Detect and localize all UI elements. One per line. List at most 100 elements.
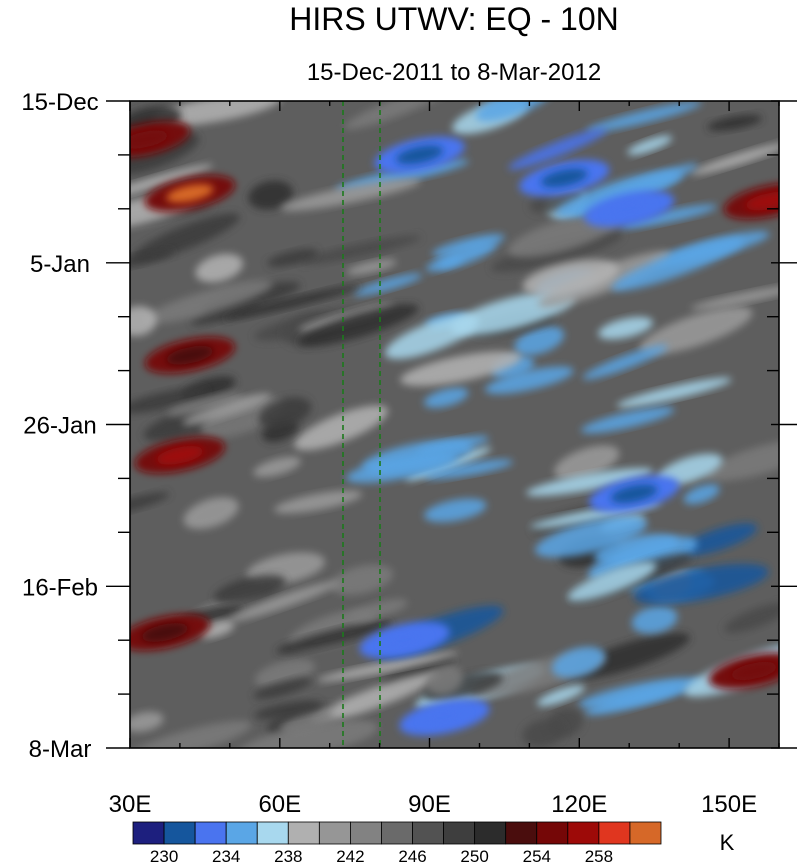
colorbar-label: 250 [460, 847, 488, 863]
field-streak [130, 387, 208, 414]
field-streak [237, 720, 379, 748]
colorbar-swatch [505, 821, 538, 845]
field-streak [627, 135, 673, 155]
field-streak [280, 178, 421, 211]
field-feature-core [396, 145, 444, 165]
y-tick-label: 8-Mar [29, 736, 92, 763]
field-streak [508, 128, 607, 170]
chart-title: HIRS UTWV: EQ - 10N [289, 1, 619, 37]
field-streak [567, 561, 657, 602]
field-streak [316, 651, 458, 682]
field-streak [182, 393, 271, 426]
field-streak [297, 304, 419, 347]
chart-subtitle: 15-Dec-2011 to 8-Mar-2012 [307, 59, 601, 86]
x-axis: 30E 60E 90E 120E 150E [109, 101, 780, 818]
y-axis: 15-Dec 5-Jan 26-Jan 16-Feb 8-Mar [21, 89, 797, 763]
field-streak [384, 314, 479, 359]
field-streak [400, 351, 522, 386]
field-streak [690, 142, 779, 175]
colorbar-label: 238 [274, 847, 302, 863]
field-feature-core [745, 191, 779, 211]
field-streak [432, 234, 505, 258]
field-streak [423, 387, 469, 408]
field-streak [344, 101, 454, 130]
field-streak [228, 581, 339, 622]
colorbar-unit: K [720, 830, 735, 855]
field-streak [253, 677, 312, 699]
field-streak [535, 516, 648, 558]
colorbar-label: 242 [336, 847, 364, 863]
field-streak [310, 672, 440, 724]
field-streak [346, 452, 458, 483]
y-tick-label: 5-Jan [30, 251, 90, 278]
field-streak [190, 302, 261, 325]
field-streak [679, 523, 758, 556]
field-feature-core [130, 130, 169, 149]
colorbar-swatch [225, 821, 258, 845]
field-feature-core [166, 184, 214, 203]
colorbar-swatch [287, 821, 320, 845]
colorbar-swatch [536, 821, 569, 845]
field-streak [130, 720, 252, 748]
field-streak [130, 249, 174, 270]
field-streak [300, 235, 421, 265]
field-streak [554, 445, 620, 480]
field-feature-core [141, 623, 189, 642]
colorbar-swatch [443, 821, 476, 845]
field-streak [526, 468, 653, 496]
x-tick-label: 30E [109, 791, 152, 818]
colorbar-swatch [194, 821, 227, 845]
field-features [130, 121, 779, 736]
field-feature-core [730, 661, 778, 681]
field-streak [348, 599, 408, 621]
field-streak [253, 456, 301, 477]
y-tick-label: 26-Jan [23, 413, 96, 440]
field-streak [620, 204, 718, 229]
field-streak [248, 180, 294, 210]
field-streak [294, 405, 389, 451]
field-streak [580, 406, 675, 434]
field-streak [130, 306, 157, 336]
field-streak [522, 259, 619, 296]
x-tick-label: 150E [701, 791, 757, 818]
field-streak [213, 574, 286, 604]
field-streak [631, 606, 678, 634]
field-streak [724, 602, 779, 633]
field-streak [258, 397, 312, 429]
colorbar-label: 246 [398, 847, 426, 863]
field-streak [346, 259, 397, 275]
field-streak [656, 453, 723, 486]
field-streak [130, 164, 213, 203]
field-streak [274, 490, 363, 514]
colorbar-swatch [474, 821, 507, 845]
colorbar-swatch [381, 821, 413, 845]
colorbar-label: 254 [523, 847, 551, 863]
colorbar-swatch [629, 821, 662, 845]
field-streak [151, 101, 282, 126]
plot-area [130, 101, 779, 748]
field-feature-core [605, 199, 653, 219]
field-streak [424, 498, 487, 523]
field-streak [582, 345, 668, 380]
field-streak [353, 273, 423, 296]
field-streak [633, 563, 769, 605]
field-streak [690, 284, 779, 310]
field-feature-core [166, 345, 214, 365]
field-streak [598, 316, 653, 340]
y-tick-label: 16-Feb [22, 574, 98, 601]
colorbar-swatch [132, 821, 165, 845]
field-streak [425, 665, 464, 696]
field-feature-core [381, 630, 429, 650]
x-tick-label: 60E [258, 791, 301, 818]
colorbar-swatch [163, 821, 196, 845]
field-streak [639, 306, 753, 355]
field-streak [254, 700, 322, 720]
colorbar-label: 258 [585, 847, 613, 863]
colorbar-swatch [318, 821, 351, 845]
field-streak [200, 396, 284, 438]
field-streak [276, 621, 393, 654]
field-feature-core [610, 484, 658, 504]
field-streak [551, 646, 605, 678]
field-streak [585, 101, 702, 133]
colorbar-swatch [256, 821, 289, 845]
